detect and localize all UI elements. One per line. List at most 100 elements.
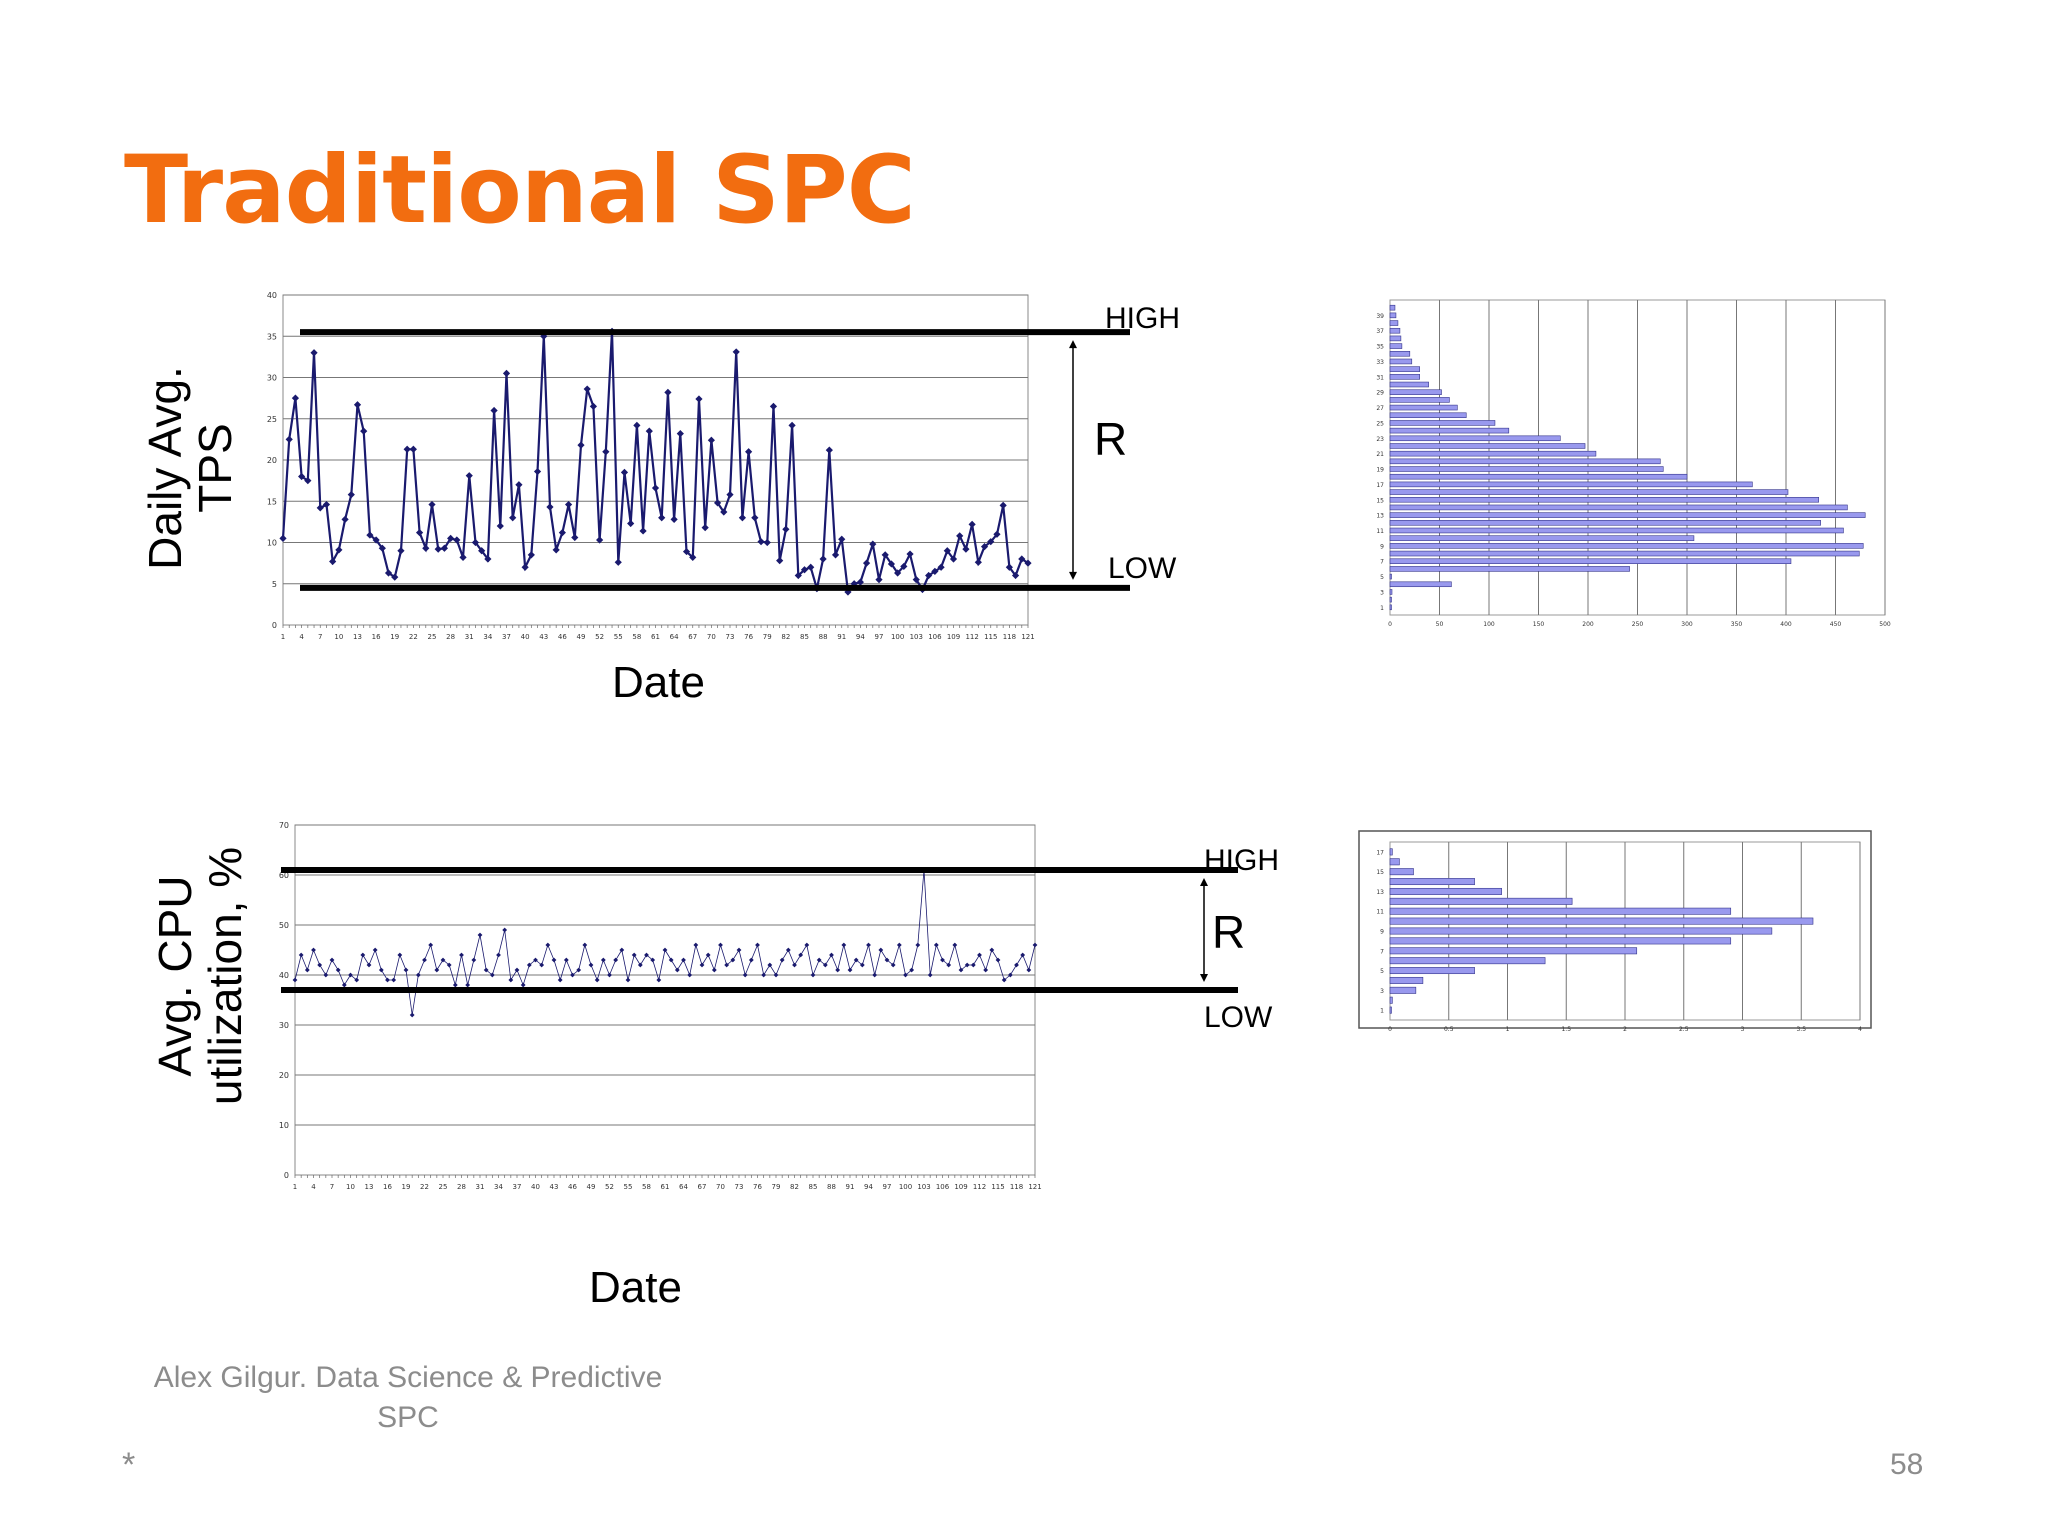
data-point (422, 957, 427, 963)
histogram-bar (1389, 558, 1792, 564)
data-point (329, 557, 337, 566)
data-point (946, 962, 952, 968)
cpu-high-label: HIGH (1204, 844, 1279, 877)
data-point (773, 972, 779, 978)
data-point (384, 569, 393, 577)
data-point (937, 563, 945, 571)
x-tick-label: 88 (827, 1183, 836, 1191)
data-point (838, 535, 846, 543)
x-tick-label: 3.5 (1796, 1026, 1806, 1033)
data-point (999, 501, 1007, 509)
data-point (570, 972, 575, 978)
x-tick-label: 70 (707, 633, 716, 641)
data-point (385, 977, 390, 983)
histogram-bar (1389, 927, 1773, 935)
data-point (785, 947, 791, 953)
data-point (583, 385, 591, 393)
x-tick-label: 49 (577, 633, 586, 641)
data-point (693, 942, 699, 948)
y-tick-label: 70 (279, 821, 289, 830)
histogram-bar (1389, 412, 1467, 419)
data-point (798, 952, 804, 958)
data-point (763, 538, 771, 547)
plot-area (294, 824, 1036, 1176)
x-tick-label: 82 (790, 1183, 799, 1191)
data-point (335, 967, 341, 973)
y-tick-label: 7 (1380, 559, 1384, 566)
data-point (713, 499, 722, 507)
data-point (422, 544, 430, 552)
data-point (720, 508, 728, 516)
x-tick-label: 350 (1731, 621, 1743, 628)
histogram-bar (1389, 489, 1789, 495)
data-point (514, 967, 520, 973)
data-point (925, 571, 933, 580)
data-point (912, 576, 920, 584)
histogram-bar (1389, 366, 1421, 372)
y-tick-label: 31 (1376, 374, 1384, 381)
x-tick-label: 25 (428, 633, 437, 641)
histogram-bar (1389, 527, 1844, 534)
cpu-ylabel-line2: utilization, % (199, 846, 251, 1106)
data-point (588, 962, 594, 968)
tps-ylabel-line2: TPS (189, 423, 241, 513)
range-arrow-head-top (1200, 878, 1208, 886)
data-point (316, 504, 324, 512)
data-point (890, 962, 896, 968)
histogram-bar (1389, 389, 1442, 395)
y-tick-label: 7 (1380, 948, 1384, 955)
x-tick-label: 79 (772, 1183, 781, 1191)
x-tick-label: 46 (558, 633, 567, 641)
x-tick-label: 70 (716, 1183, 725, 1191)
data-point (620, 468, 629, 476)
histogram-bar (1389, 937, 1732, 945)
data-point (807, 563, 815, 571)
x-tick-label: 109 (947, 633, 960, 641)
x-tick-label: 91 (846, 1183, 855, 1191)
data-point (964, 962, 970, 968)
y-tick-label: 40 (267, 291, 277, 300)
y-tick-label: 35 (1376, 344, 1384, 351)
y-tick-label: 27 (1376, 405, 1384, 412)
y-tick-label: 0 (272, 621, 277, 630)
data-point (447, 534, 455, 542)
x-tick-label: 10 (334, 633, 343, 641)
x-tick-label: 112 (965, 633, 978, 641)
data-point (625, 977, 631, 983)
data-point (853, 957, 859, 963)
data-point (546, 503, 554, 511)
data-point (856, 578, 864, 586)
data-point (651, 484, 660, 492)
data-point (993, 530, 1001, 538)
x-tick-label: 34 (494, 1183, 503, 1191)
data-point (465, 472, 473, 480)
data-point (909, 967, 915, 973)
x-tick-label: 55 (624, 1183, 633, 1191)
data-point (705, 952, 711, 958)
data-point (816, 957, 822, 963)
data-point (875, 576, 883, 584)
data-point (681, 957, 686, 963)
data-point (397, 952, 403, 958)
data-point (348, 972, 353, 978)
data-point (298, 952, 304, 958)
data-point (769, 402, 778, 410)
y-tick-label: 5 (272, 580, 277, 589)
data-point (440, 957, 446, 963)
data-point (563, 957, 569, 963)
data-point (989, 947, 995, 953)
x-tick-label: 79 (763, 633, 772, 641)
x-tick-label: 500 (1879, 621, 1891, 628)
y-tick-label: 23 (1376, 436, 1384, 443)
data-point (810, 972, 816, 978)
data-point (987, 538, 995, 546)
x-tick-label: 118 (1010, 1183, 1023, 1191)
data-point (866, 942, 871, 948)
x-tick-label: 28 (446, 633, 455, 641)
data-point (943, 547, 951, 555)
x-tick-label: 61 (651, 633, 660, 641)
data-point (822, 962, 828, 968)
histogram-bar (1389, 304, 1396, 311)
data-point (354, 977, 360, 983)
